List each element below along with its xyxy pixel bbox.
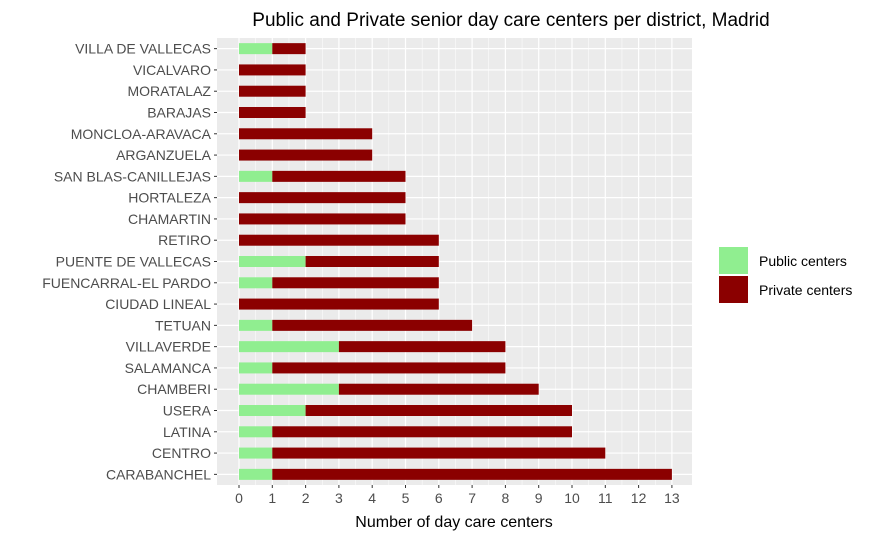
y-tick-label: VICALVARO <box>133 62 211 78</box>
y-tick-label: HORTALEZA <box>128 190 211 206</box>
bar-private <box>239 234 439 246</box>
legend-swatch-public <box>719 247 748 274</box>
bar-public <box>239 426 273 438</box>
x-tick-label: 3 <box>335 490 343 506</box>
x-tick-label: 7 <box>468 490 476 506</box>
bar-private <box>239 107 306 118</box>
bar-private <box>239 64 306 76</box>
bar-public <box>239 383 339 395</box>
bar-private <box>305 256 439 267</box>
x-tick-label: 0 <box>235 490 243 506</box>
x-tick-label: 10 <box>564 490 580 506</box>
bar-private <box>239 85 306 97</box>
y-tick-label: VILLA DE VALLECAS <box>75 41 211 57</box>
y-tick-label: ARGANZUELA <box>116 147 212 163</box>
bar-private <box>272 277 439 289</box>
bar-private <box>272 468 672 480</box>
bar-public <box>239 256 306 267</box>
bar-private <box>239 298 439 310</box>
bar-private <box>239 149 373 161</box>
y-tick-label: FUENCARRAL-EL PARDO <box>42 275 211 291</box>
x-axis: 0 1 2 3 4 5 6 7 8 9 10 11 12 13 <box>235 485 680 506</box>
y-tick-label: USERA <box>163 403 212 419</box>
bar-public <box>239 43 273 55</box>
bar-public <box>239 341 339 353</box>
x-tick-label: 11 <box>598 490 613 506</box>
y-tick-label: VILLAVERDE <box>126 339 211 355</box>
bar-private <box>272 362 506 374</box>
bar-private <box>239 192 406 204</box>
x-tick-label: 12 <box>631 490 647 506</box>
bar-public <box>239 277 273 289</box>
bar-private <box>338 383 539 395</box>
y-tick-label: SAN BLAS-CANILLEJAS <box>54 168 211 184</box>
bar-private <box>272 447 606 459</box>
y-tick-label: CARABANCHEL <box>106 466 211 482</box>
legend: Public centers Private centers <box>719 247 852 303</box>
y-tick-label: CENTRO <box>152 445 211 461</box>
y-tick-label: LATINA <box>163 424 212 440</box>
bar-private <box>272 43 306 55</box>
bar-private <box>272 426 572 438</box>
bar-private <box>338 341 506 353</box>
bar-public <box>239 362 273 374</box>
y-axis: VILLA DE VALLECAS VICALVARO MORATALAZ BARAJ… <box>42 41 217 482</box>
bar-private <box>305 405 572 416</box>
y-tick-label: MORATALAZ <box>128 83 212 99</box>
bar-public <box>239 405 306 416</box>
x-tick-label: 4 <box>368 490 376 506</box>
x-tick-label: 9 <box>535 490 543 506</box>
chart-title: Public and Private senior day care cente… <box>252 10 769 31</box>
x-tick-label: 1 <box>268 490 276 506</box>
y-tick-label: MONCLOA-ARAVACA <box>71 126 212 142</box>
legend-label: Public centers <box>759 253 847 269</box>
y-tick-label: CHAMARTIN <box>128 211 211 227</box>
bars <box>239 43 672 480</box>
y-tick-label: SALAMANCA <box>125 360 212 376</box>
x-tick-label: 2 <box>302 490 310 506</box>
bar-public <box>239 468 273 480</box>
x-tick-label: 6 <box>435 490 443 506</box>
bar-private <box>239 213 406 225</box>
legend-label: Private centers <box>759 282 852 298</box>
y-tick-label: CHAMBERI <box>137 381 211 397</box>
legend-swatch-private <box>719 276 748 303</box>
y-tick-label: CIUDAD LINEAL <box>105 296 211 312</box>
y-tick-label: BARAJAS <box>147 105 211 121</box>
x-axis-label: Number of day care centers <box>355 514 552 531</box>
y-tick-label: TETUAN <box>155 317 211 333</box>
bar-private <box>272 319 473 331</box>
bar-private <box>239 128 373 140</box>
bar-public <box>239 319 273 331</box>
y-tick-label: RETIRO <box>158 232 211 248</box>
x-tick-label: 13 <box>664 490 680 506</box>
bar-public <box>239 170 273 182</box>
bar-private <box>272 170 406 182</box>
x-tick-label: 8 <box>502 490 510 506</box>
bar-public <box>239 447 273 459</box>
x-tick-label: 5 <box>402 490 410 506</box>
y-tick-label: PUENTE DE VALLECAS <box>56 254 211 270</box>
